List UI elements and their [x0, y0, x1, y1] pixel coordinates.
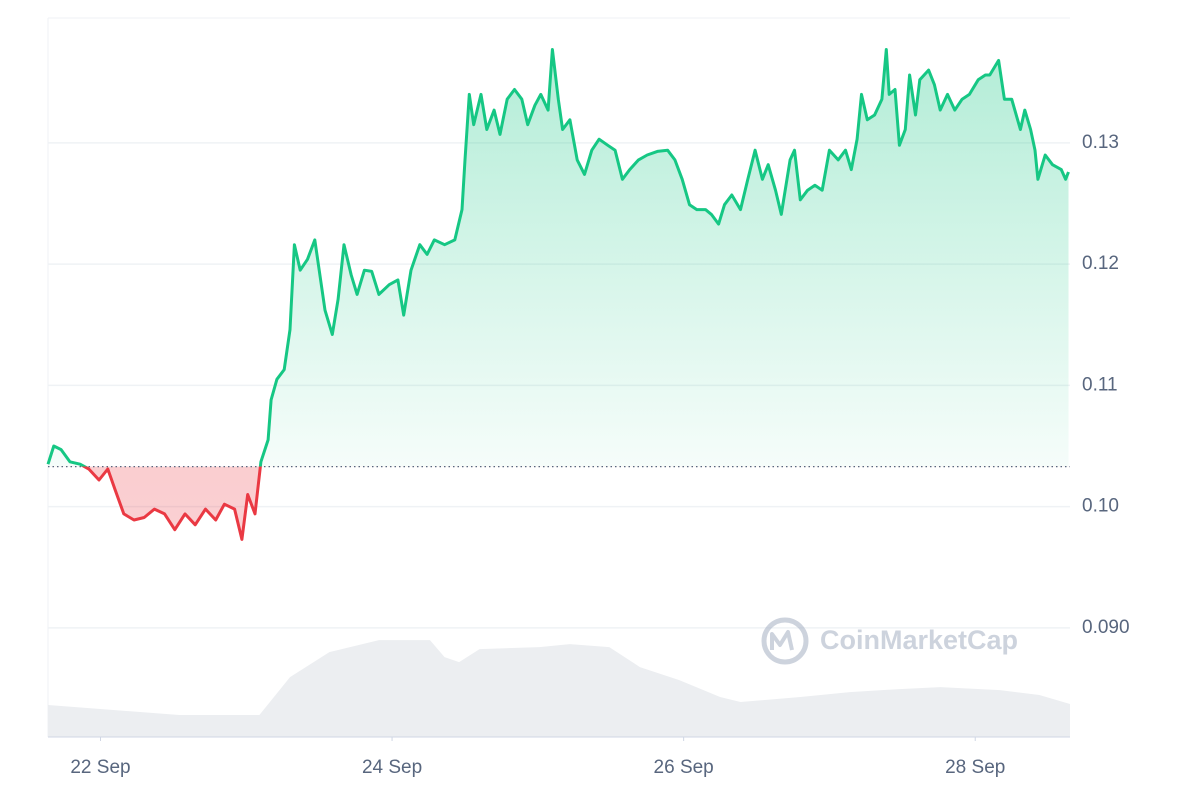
y-tick-label: 0.11 [1082, 374, 1118, 395]
y-tick-label: 0.12 [1082, 253, 1119, 274]
y-tick-label: 0.13 [1082, 132, 1119, 153]
watermark-logo-mark [770, 630, 794, 651]
x-tick-label: 24 Sep [362, 757, 422, 778]
x-tick-label: 28 Sep [945, 757, 1005, 778]
y-tick-label: 0.090 [1082, 617, 1130, 638]
watermark-logo [761, 617, 809, 665]
price-line [46, 48, 1070, 541]
watermark: CoinMarketCap [761, 617, 1018, 665]
volume-area [48, 640, 1070, 737]
price-area [48, 49, 1069, 540]
x-tick-label: 26 Sep [654, 757, 714, 778]
watermark-text: CoinMarketCap [820, 625, 1018, 655]
x-tick-label: 22 Sep [70, 757, 130, 778]
y-tick-label: 0.10 [1082, 496, 1119, 517]
